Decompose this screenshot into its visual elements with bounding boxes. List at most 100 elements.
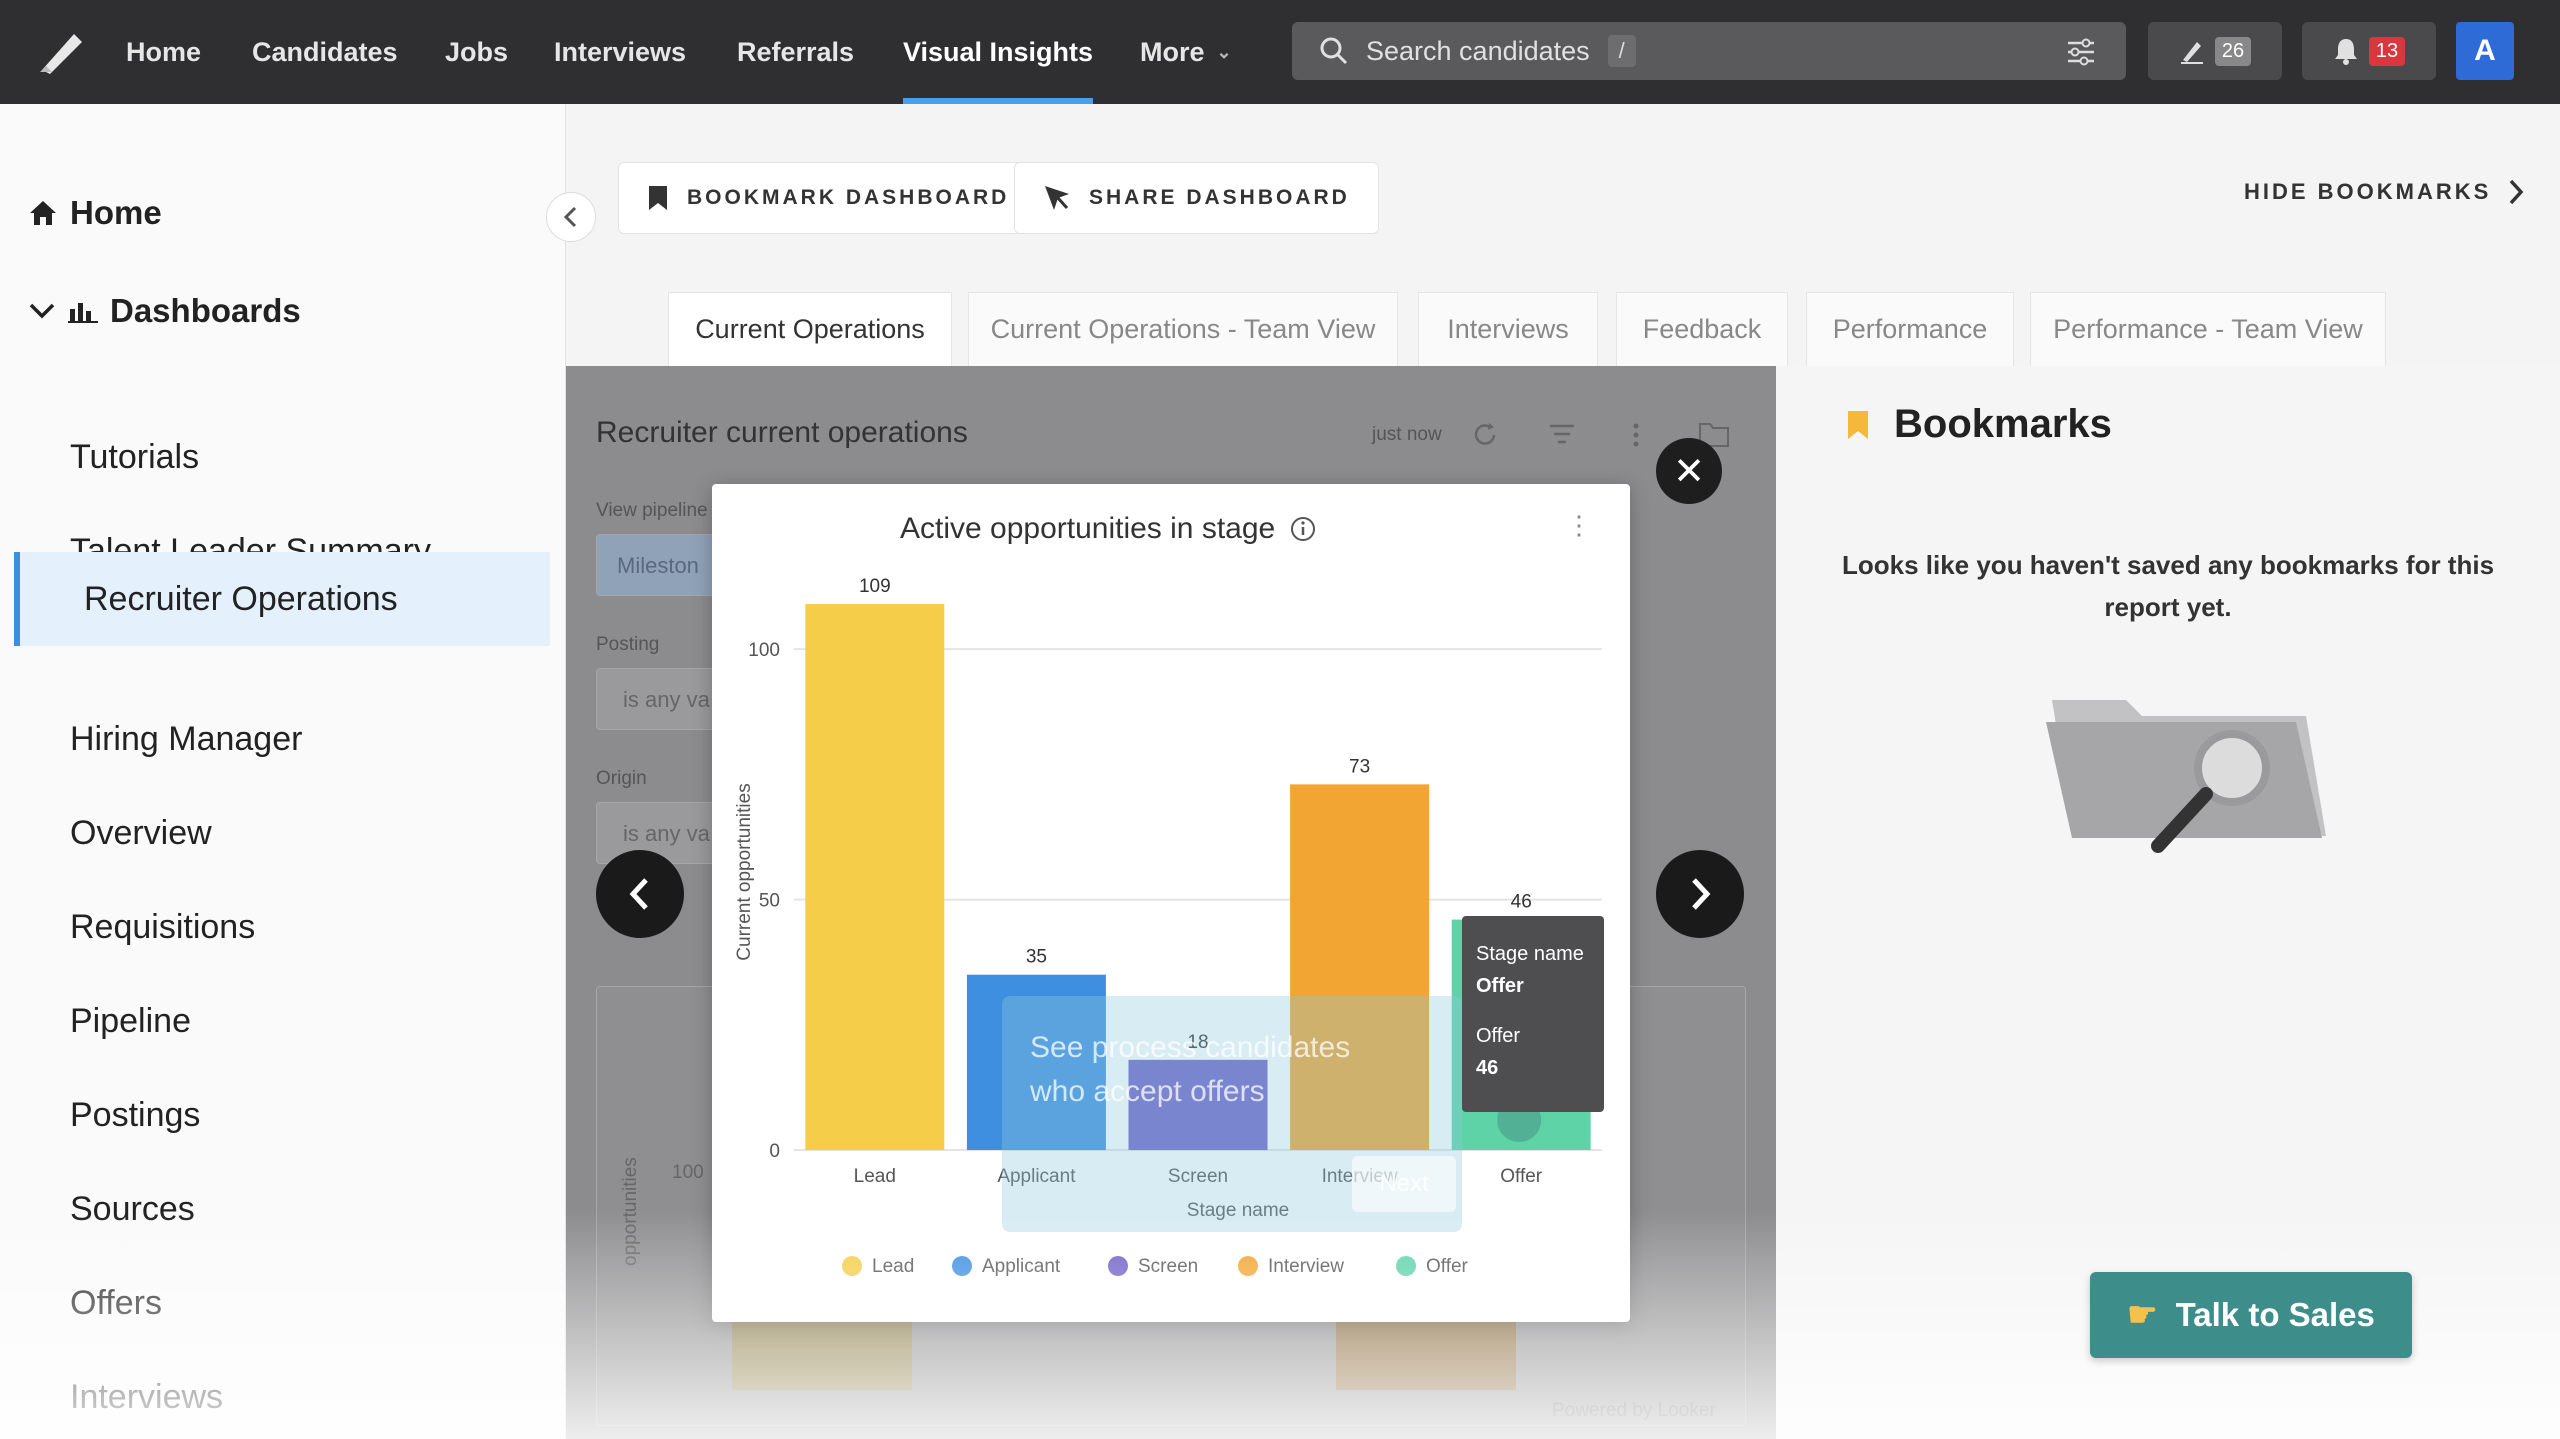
nav-visual-insights[interactable]: Visual Insights	[903, 0, 1094, 104]
chevron-down-icon: ⌄	[1216, 41, 1232, 62]
tab-label: Performance	[1832, 314, 1988, 344]
notifications-button[interactable]: 13	[2302, 22, 2436, 80]
hide-bookmarks-button[interactable]: HIDE BOOKMARKS	[2244, 178, 2525, 206]
data-label: 73	[1349, 756, 1370, 777]
sidebar-item-label: Interviews	[70, 1377, 224, 1416]
talk-to-sales-button[interactable]: ☛ Talk to Sales	[2090, 1272, 2412, 1358]
sidebar-item-overview[interactable]: Overview	[70, 786, 212, 880]
nav-home[interactable]: Home	[126, 0, 201, 104]
sidebar-item-dashboards[interactable]: Dashboards	[28, 292, 301, 330]
legend-swatch	[1108, 1256, 1128, 1276]
sidebar-item-interviews[interactable]: Interviews	[70, 1350, 223, 1439]
bookmark-dashboard-label: BOOKMARK DASHBOARD	[687, 186, 1010, 209]
sidebar-item-label: Hiring Manager	[70, 719, 303, 758]
legend-swatch	[842, 1256, 862, 1276]
tooltip-key-2: Offer	[1476, 1025, 1521, 1047]
tab-label: Feedback	[1642, 314, 1762, 344]
y-tick-label: 50	[759, 891, 780, 912]
user-avatar[interactable]: A	[2456, 22, 2514, 80]
tab-performance[interactable]: Performance	[1806, 292, 2014, 366]
filter-origin-input[interactable]: is any va	[596, 802, 716, 864]
filter-sliders-icon[interactable]	[2066, 38, 2096, 66]
tab-current-operations[interactable]: Current Operations	[668, 292, 952, 366]
refresh-icon[interactable]	[1472, 422, 1498, 448]
sidebar-item-label: Pipeline	[70, 1001, 191, 1040]
legend-swatch	[1238, 1256, 1258, 1276]
legend-label: Lead	[872, 1256, 914, 1277]
sidebar-item-hiring-manager[interactable]: Hiring Manager	[70, 692, 302, 786]
nav-interviews[interactable]: Interviews	[554, 0, 686, 104]
tab-feedback[interactable]: Feedback	[1616, 292, 1788, 366]
sidebar-item-home[interactable]: Home	[28, 194, 162, 232]
sidebar-item-label: Sources	[70, 1189, 195, 1228]
data-label: 35	[1026, 947, 1047, 968]
edits-button[interactable]: 26	[2148, 22, 2282, 80]
filter-posting-value: is any va	[623, 687, 710, 712]
hide-bookmarks-label: HIDE BOOKMARKS	[2244, 179, 2492, 204]
sidebar-item-pipeline[interactable]: Pipeline	[70, 974, 191, 1068]
filter-posting-input[interactable]: is any va	[596, 668, 716, 730]
nav-candidates-label: Candidates	[252, 36, 398, 67]
bookmarks-title: Bookmarks	[1894, 402, 2112, 446]
tab-current-operations-team-view[interactable]: Current Operations - Team View	[968, 292, 1398, 366]
sidebar-item-recruiter-operations[interactable]: Recruiter Operations	[14, 552, 550, 646]
data-label: 109	[859, 576, 891, 597]
share-dashboard-button[interactable]: SHARE DASHBOARD	[1014, 162, 1379, 234]
powered-by-looker: Powered by Looker	[1552, 1400, 1716, 1421]
legend-swatch	[952, 1256, 972, 1276]
empty-folder-search-icon	[2046, 700, 2326, 853]
chevron-left-icon	[629, 878, 648, 910]
legend-label: Applicant	[982, 1256, 1061, 1277]
sidebar-item-label: Offers	[70, 1283, 162, 1322]
next-chart-button[interactable]	[1656, 850, 1744, 938]
bar-applicant	[966, 974, 1106, 1150]
background-bar-lead	[732, 1322, 912, 1390]
filter-icon[interactable]	[1548, 422, 1576, 446]
nav-more-label: More	[1140, 36, 1205, 67]
app-logo-icon[interactable]	[36, 28, 88, 76]
chevron-down-icon	[29, 303, 55, 319]
sidebar-item-postings[interactable]: Postings	[70, 1068, 200, 1162]
data-label: 18	[1187, 1032, 1208, 1053]
sidebar-item-label: Recruiter Operations	[84, 579, 398, 618]
chart-title-row: Active opportunities in stage	[900, 512, 1317, 546]
tooltip-value-2: 46	[1476, 1057, 1499, 1079]
sidebar-item-label: Postings	[70, 1095, 201, 1134]
nav-jobs[interactable]: Jobs	[445, 0, 508, 104]
notifications-count-badge: 13	[2368, 36, 2406, 66]
sidebar-item-tutorials[interactable]: Tutorials	[70, 410, 199, 504]
close-icon: ✕	[1673, 450, 1705, 493]
pointing-hand-icon: ☛	[2127, 1296, 2158, 1334]
y-axis-label: Current opportunities	[734, 783, 755, 960]
onboarding-next-button[interactable]: Next	[1352, 1156, 1456, 1212]
bookmark-dashboard-button[interactable]: BOOKMARK DASHBOARD	[618, 162, 1039, 234]
onboarding-text-line-1: See process candidates	[1030, 1031, 1351, 1064]
collapse-sidebar-button[interactable]	[546, 192, 596, 242]
more-vertical-icon[interactable]	[1632, 422, 1640, 448]
nav-referrals[interactable]: Referrals	[737, 0, 854, 104]
chart-menu-icon[interactable]: ⋮	[1566, 510, 1592, 540]
filter-view-pipeline-select[interactable]: Mileston	[596, 534, 716, 596]
background-y-tick: 100	[672, 1162, 704, 1183]
sidebar-item-sources[interactable]: Sources	[70, 1162, 195, 1256]
edits-count-badge: 26	[2214, 36, 2252, 66]
tab-performance-team-view[interactable]: Performance - Team View	[2030, 292, 2386, 366]
info-icon[interactable]	[1289, 515, 1317, 543]
nav-more[interactable]: More ⌄	[1140, 0, 1232, 104]
x-tick-label: Applicant	[997, 1166, 1076, 1187]
tab-interviews[interactable]: Interviews	[1418, 292, 1598, 366]
chart-title: Active opportunities in stage	[900, 512, 1276, 545]
chevron-left-icon	[563, 206, 577, 228]
close-modal-button[interactable]: ✕	[1656, 438, 1722, 504]
search-placeholder: Search candidates	[1366, 35, 1590, 66]
nav-jobs-label: Jobs	[445, 36, 509, 67]
bell-icon	[2334, 39, 2357, 65]
legend-swatch	[1396, 1256, 1416, 1276]
sidebar-item-offers[interactable]: Offers	[70, 1256, 162, 1350]
nav-candidates[interactable]: Candidates	[252, 0, 398, 104]
previous-chart-button[interactable]	[596, 850, 684, 938]
legend-label: Offer	[1426, 1256, 1469, 1277]
sidebar-item-requisitions[interactable]: Requisitions	[70, 880, 255, 974]
search-input[interactable]: Search candidates /	[1292, 22, 2126, 80]
sidebar-item-label: Tutorials	[70, 437, 200, 476]
